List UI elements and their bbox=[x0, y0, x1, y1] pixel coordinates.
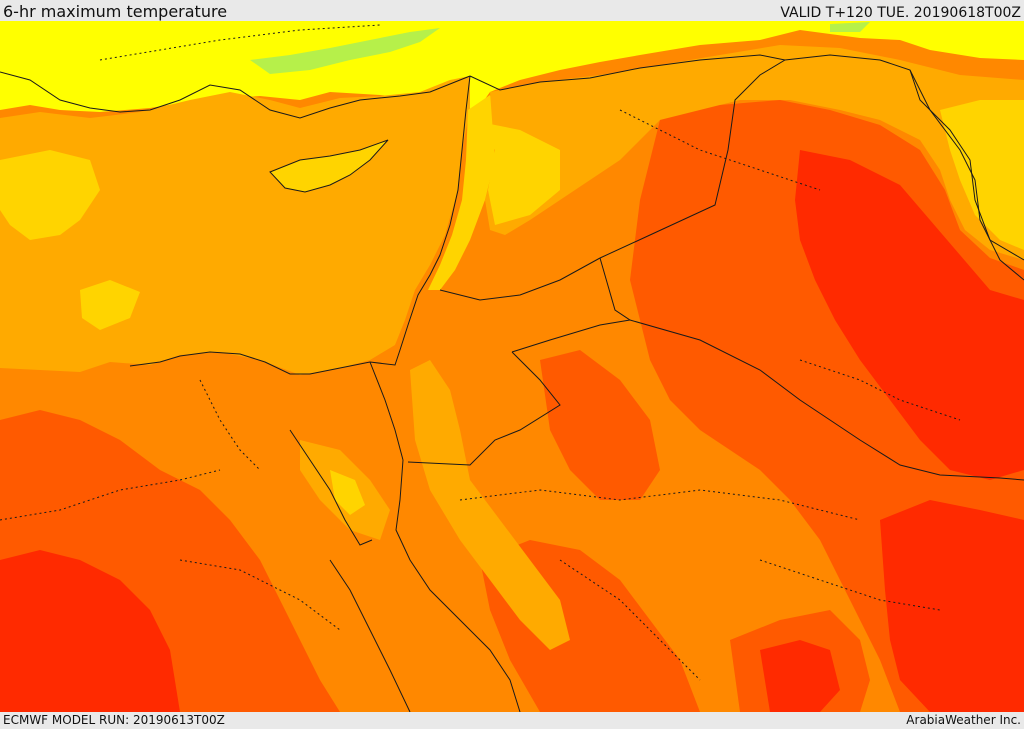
zone-amber-northeast bbox=[485, 45, 1024, 260]
zone-red-gulf bbox=[760, 640, 840, 712]
border-syria-jordan bbox=[439, 257, 601, 301]
zone-red-iraq bbox=[795, 150, 1024, 480]
coastline-red-sea-east bbox=[395, 459, 521, 712]
province-lines bbox=[0, 24, 961, 681]
coastline-levant bbox=[129, 75, 471, 375]
zone-light-sea-sw bbox=[80, 280, 140, 330]
zone-dark-orange-jordan bbox=[540, 350, 660, 500]
borders bbox=[0, 54, 1024, 712]
border-egypt-israel bbox=[369, 361, 404, 461]
zone-cyprus bbox=[270, 140, 388, 192]
credit-label: ArabiaWeather Inc. bbox=[906, 713, 1021, 727]
province-line-2 bbox=[179, 559, 341, 631]
coastline-cyprus bbox=[269, 139, 389, 193]
zone-green-north bbox=[250, 28, 440, 74]
zone-amber-rift bbox=[410, 360, 570, 650]
province-line-1 bbox=[0, 469, 221, 521]
map-title: 6-hr maximum temperature bbox=[3, 2, 228, 21]
border-iraq-iran bbox=[909, 69, 1024, 261]
border-syria-iraq bbox=[599, 54, 1024, 281]
province-line-8 bbox=[759, 559, 941, 611]
footer-bar: ECMWF MODEL RUN: 20190613T00Z ArabiaWeat… bbox=[0, 712, 1024, 729]
province-line-4 bbox=[559, 559, 701, 681]
zone-light-sinai bbox=[330, 470, 365, 515]
zone-red-southeast bbox=[880, 500, 1024, 712]
coastline-turkey bbox=[0, 71, 471, 119]
model-run-label: ECMWF MODEL RUN: 20190613T00Z bbox=[3, 713, 225, 727]
province-line-5 bbox=[799, 359, 961, 421]
header-bar: 6-hr maximum temperature VALID T+120 TUE… bbox=[0, 0, 1024, 21]
coastline-africa-red-sea bbox=[329, 559, 411, 712]
temperature-map bbox=[0, 21, 1024, 712]
province-line-7 bbox=[99, 24, 381, 61]
zone-light-sea-west bbox=[0, 150, 100, 240]
border-turkey-syria bbox=[469, 54, 786, 91]
zone-yellow-north bbox=[0, 21, 1024, 120]
zone-red-egypt bbox=[0, 550, 180, 712]
zone-amber-syria-patch bbox=[470, 120, 560, 225]
map-svg bbox=[0, 21, 1024, 712]
coastline-red-sea-west bbox=[289, 429, 373, 546]
zone-yellow-northeast bbox=[940, 100, 1024, 250]
border-jordan-iraq bbox=[599, 257, 1024, 481]
zone-yellow-levant-coast bbox=[428, 95, 500, 290]
zone-green-ne bbox=[830, 22, 870, 32]
valid-time-label: VALID T+120 TUE. 20190618T00Z bbox=[780, 5, 1021, 21]
province-line-3 bbox=[459, 489, 861, 521]
border-jordan-saudi bbox=[407, 319, 631, 466]
